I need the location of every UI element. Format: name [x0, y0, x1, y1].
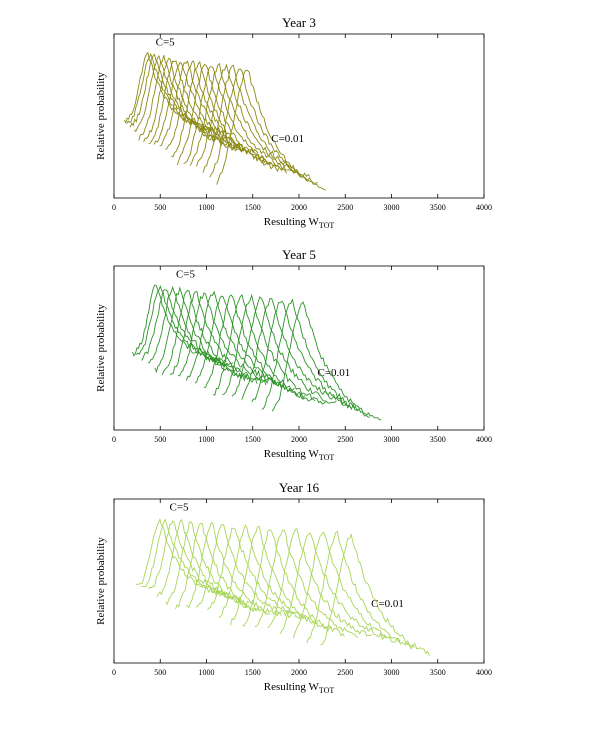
y-axis-label: Relative probability	[95, 304, 107, 392]
probability-curve-12	[212, 294, 316, 402]
probability-curve-17	[306, 530, 415, 650]
probability-curve-18	[216, 69, 327, 191]
probability-curve-17	[209, 68, 318, 184]
probability-curve-12	[176, 63, 280, 173]
probability-curve-14	[189, 62, 295, 174]
curve-annotation: C=5	[170, 501, 190, 513]
x-tick-label: 1000	[199, 435, 215, 444]
curve-annotation: C=5	[176, 268, 196, 280]
x-tick-label: 4000	[476, 435, 492, 444]
x-axis-label: Resulting WTOT	[264, 448, 335, 462]
x-axis-label: Resulting WTOT	[264, 216, 335, 230]
probability-curve-15	[196, 63, 303, 176]
x-axis-label: Resulting WTOT	[264, 681, 335, 695]
probability-curve-3	[141, 289, 234, 367]
curve-annotation: C=5	[156, 36, 176, 48]
x-tick-label: 3500	[430, 668, 446, 677]
x-tick-label: 1500	[245, 435, 261, 444]
probability-curve-8	[153, 61, 252, 152]
probability-curve-5	[165, 521, 260, 613]
x-tick-label: 500	[154, 203, 166, 212]
probability-curve-6	[175, 523, 271, 615]
x-tick-label: 3000	[384, 435, 400, 444]
probability-curve-8	[195, 523, 294, 618]
x-tick-label: 500	[154, 435, 166, 444]
probability-curve-2	[136, 284, 227, 363]
probability-curve-11	[171, 61, 273, 165]
x-axis-label-main: Resulting W	[264, 216, 320, 228]
probability-curve-1	[132, 284, 222, 364]
x-tick-label: 4000	[476, 668, 492, 677]
chart-title: Year 3	[282, 15, 316, 30]
x-axis-label-subscript: TOT	[319, 221, 335, 230]
probability-curve-14	[267, 528, 373, 637]
chart-panel-1: Year 3 0 500 1000 1500 2000 2500 3000 3500 4000 Re…	[95, 15, 492, 230]
x-tick-label: 0	[112, 435, 116, 444]
x-tick-label: 0	[112, 668, 116, 677]
x-axis-label-subscript: TOT	[319, 453, 335, 462]
x-tick-label: 2500	[337, 668, 353, 677]
probability-curve-9	[159, 60, 259, 155]
probability-curve-9	[185, 290, 286, 389]
probability-curve-3	[129, 53, 222, 136]
probability-curve-18	[271, 301, 382, 421]
x-tick-label: 3000	[384, 203, 400, 212]
chart-panel-3: Year 16 0 500 1000 1500 2000 2500 3000 3500 4000 R…	[95, 480, 492, 695]
chart-panel-2: Year 5 0 500 1000 1500 2000 2500 3000 3500 4000 Re…	[95, 247, 492, 462]
curve-annotation: C=0.01	[318, 367, 351, 379]
probability-curve-17	[261, 298, 370, 418]
chart-title: Year 5	[282, 247, 316, 262]
x-tick-label: 1500	[245, 668, 261, 677]
x-axis-label-main: Resulting W	[264, 681, 320, 693]
x-axis-label-main: Resulting W	[264, 448, 320, 460]
probability-curve-6	[161, 289, 258, 384]
probability-curve-13	[254, 529, 359, 638]
x-tick-label: 4000	[476, 203, 492, 212]
x-tick-label: 0	[112, 203, 116, 212]
plot-frame	[113, 265, 485, 431]
x-tick-label: 3500	[430, 203, 446, 212]
probability-curve-8	[177, 292, 276, 385]
probability-curve-18	[320, 533, 430, 657]
probability-curve-5	[138, 55, 233, 149]
x-axis-label-subscript: TOT	[319, 686, 335, 695]
probability-curve-1	[136, 517, 226, 597]
probability-curve-15	[279, 532, 387, 641]
plot-frame	[113, 498, 485, 664]
probability-curve-11	[203, 294, 306, 399]
chart-title: Year 16	[279, 480, 320, 495]
probability-curve-10	[218, 524, 319, 624]
y-axis-label: Relative probability	[95, 72, 107, 160]
x-tick-label: 2500	[337, 203, 353, 212]
probability-curve-15	[241, 298, 348, 407]
probability-curve-16	[292, 531, 401, 644]
probability-curve-13	[222, 293, 326, 405]
x-tick-label: 500	[154, 668, 166, 677]
y-axis-label: Relative probability	[95, 537, 107, 625]
probability-curve-3	[148, 520, 241, 602]
x-tick-label: 2000	[291, 668, 307, 677]
curve-annotation: C=0.01	[271, 133, 304, 145]
probability-curve-4	[147, 285, 241, 373]
x-tick-label: 1000	[199, 203, 215, 212]
probability-curve-1	[123, 51, 214, 132]
probability-curve-4	[156, 518, 250, 607]
x-tick-label: 3000	[384, 668, 400, 677]
x-tick-label: 3500	[430, 435, 446, 444]
probability-curve-13	[183, 66, 288, 174]
x-tick-label: 1500	[245, 203, 261, 212]
probability-curve-14	[231, 296, 337, 404]
x-tick-label: 2000	[291, 435, 307, 444]
probability-curve-10	[194, 295, 295, 392]
x-tick-label: 1000	[199, 668, 215, 677]
x-tick-label: 2000	[291, 203, 307, 212]
probability-curve-5	[154, 286, 249, 380]
curve-annotation: C=0.01	[371, 598, 404, 610]
probability-curve-7	[185, 522, 283, 617]
x-tick-label: 2500	[337, 435, 353, 444]
